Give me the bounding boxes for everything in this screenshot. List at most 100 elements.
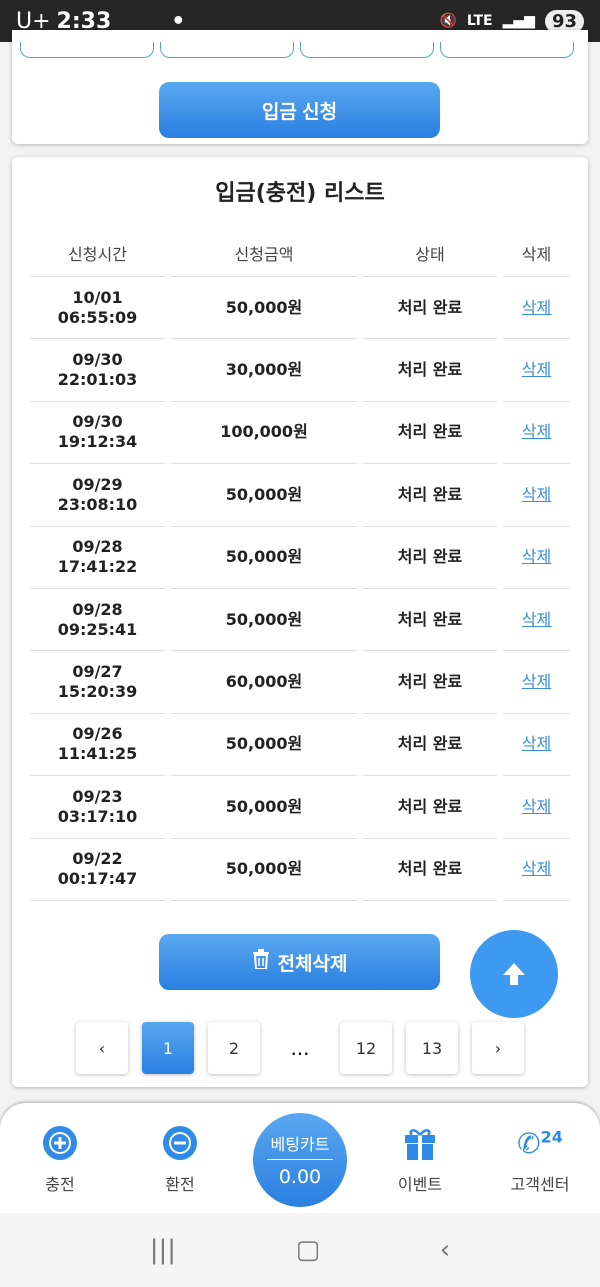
request-amount: 60,000원 xyxy=(171,651,357,714)
list-title: 입금(충전) 리스트 xyxy=(215,181,385,206)
delete-link[interactable]: 삭제 xyxy=(521,796,552,816)
status: 처리 완료 xyxy=(363,589,497,652)
delete-cell: 삭제 xyxy=(503,651,570,714)
deposit-request-button[interactable]: 입금 신청 xyxy=(159,82,440,138)
request-amount: 50,000원 xyxy=(171,464,357,527)
prev-page-button[interactable]: ‹ xyxy=(76,1022,128,1074)
phone-24-icon: ✆24 xyxy=(517,1126,563,1160)
next-page-button[interactable]: › xyxy=(472,1022,524,1074)
page-12[interactable]: 12 xyxy=(340,1022,392,1074)
col-header: 삭제 xyxy=(503,229,570,277)
scroll-top-button[interactable] xyxy=(470,930,558,1018)
home-icon[interactable]: ▢ xyxy=(295,1235,321,1265)
delete-cell: 삭제 xyxy=(503,277,570,340)
bottom-nav: 충전 환전 베팅카트 0.00 이벤트 ✆24 고객센터 xyxy=(0,1103,600,1213)
status: 처리 완료 xyxy=(363,714,497,777)
page-13[interactable]: 13 xyxy=(406,1022,458,1074)
delete-cell: 삭제 xyxy=(503,527,570,589)
deposit-list-card: 입금(충전) 리스트 신청시간 신청금액 상태 삭제 10/01 06:55:09… xyxy=(12,157,588,1087)
table-row: 09/29 23:08:10 50,000원 처리 완료 삭제 xyxy=(30,464,570,527)
request-amount: 50,000원 xyxy=(171,527,357,589)
table-row: 10/01 06:55:09 50,000원 처리 완료 삭제 xyxy=(30,277,570,340)
request-time: 09/26 11:41:25 xyxy=(30,714,165,777)
request-amount: 50,000원 xyxy=(171,839,357,901)
chip-plus-icon xyxy=(43,1126,77,1160)
battery: 93 xyxy=(544,9,584,33)
delete-link[interactable]: 삭제 xyxy=(521,297,552,317)
delete-cell: 삭제 xyxy=(503,589,570,652)
delete-cell: 삭제 xyxy=(503,464,570,527)
nav-support[interactable]: ✆24 고객센터 xyxy=(490,1123,590,1195)
status: 처리 완료 xyxy=(363,339,497,402)
carrier: U+ xyxy=(16,8,51,34)
nav-event-label: 이벤트 xyxy=(397,1175,443,1194)
request-time: 10/01 06:55:09 xyxy=(30,277,165,340)
page-1[interactable]: 1 xyxy=(142,1022,194,1074)
system-nav-bar: ||| ▢ ‹ xyxy=(0,1213,600,1287)
betting-cart-label: 베팅카트 xyxy=(267,1131,333,1160)
request-amount: 30,000원 xyxy=(171,339,357,402)
delete-cell: 삭제 xyxy=(503,714,570,777)
status: 처리 완료 xyxy=(363,402,497,465)
mute-icon: 🔇 xyxy=(439,13,457,29)
status: 처리 완료 xyxy=(363,277,497,340)
back-icon[interactable]: ‹ xyxy=(439,1235,451,1265)
delete-link[interactable]: 삭제 xyxy=(521,672,552,692)
page-2[interactable]: 2 xyxy=(208,1022,260,1074)
status: 처리 완료 xyxy=(363,464,497,527)
col-header: 상태 xyxy=(363,229,497,277)
delete-cell: 삭제 xyxy=(503,339,570,402)
betting-cart-value: 0.00 xyxy=(278,1166,322,1188)
delete-link[interactable]: 삭제 xyxy=(521,859,552,879)
pagination: ‹ 1 2 ... 12 13 › xyxy=(12,1022,588,1074)
request-amount: 50,000원 xyxy=(171,776,357,839)
amount-option[interactable] xyxy=(160,42,294,58)
nav-charge-label: 충전 xyxy=(45,1175,75,1194)
table-row: 09/30 22:01:03 30,000원 처리 완료 삭제 xyxy=(30,339,570,402)
status: 처리 완료 xyxy=(363,776,497,839)
network-type: LTE xyxy=(466,13,493,29)
request-amount: 50,000원 xyxy=(171,714,357,777)
request-time: 09/22 00:17:47 xyxy=(30,839,165,901)
recents-icon[interactable]: ||| xyxy=(149,1235,177,1265)
arrow-up-icon xyxy=(503,963,525,985)
table-row: 09/23 03:17:10 50,000원 처리 완료 삭제 xyxy=(30,776,570,839)
delete-link[interactable]: 삭제 xyxy=(521,609,552,629)
table-row: 09/28 17:41:22 50,000원 처리 완료 삭제 xyxy=(30,527,570,589)
col-header: 신청시간 xyxy=(30,229,165,277)
table-row: 09/27 15:20:39 60,000원 처리 완료 삭제 xyxy=(30,651,570,714)
delete-link[interactable]: 삭제 xyxy=(521,734,552,754)
chip-minus-icon xyxy=(163,1126,197,1160)
signal-icon: ▂▄▆ xyxy=(502,13,535,29)
request-time: 09/29 23:08:10 xyxy=(30,464,165,527)
clock: 2:33 xyxy=(56,8,112,34)
request-amount: 50,000원 xyxy=(171,277,357,340)
status: 처리 완료 xyxy=(363,651,497,714)
status: 처리 완료 xyxy=(363,527,497,589)
amount-option[interactable] xyxy=(20,42,154,58)
delete-link[interactable]: 삭제 xyxy=(521,547,552,567)
delete-link[interactable]: 삭제 xyxy=(521,484,552,504)
notification-dot: • xyxy=(171,8,186,34)
nav-exchange-label: 환전 xyxy=(165,1175,195,1194)
delete-link[interactable]: 삭제 xyxy=(521,360,552,380)
request-amount: 50,000원 xyxy=(171,589,357,652)
ellipsis: ... xyxy=(290,1036,310,1060)
delete-all-button[interactable]: 전체삭제 xyxy=(159,934,440,990)
request-time: 09/23 03:17:10 xyxy=(30,776,165,839)
nav-event[interactable]: 이벤트 xyxy=(370,1123,470,1195)
delete-all-label: 전체삭제 xyxy=(277,953,348,975)
request-time: 09/28 17:41:22 xyxy=(30,527,165,589)
nav-support-label: 고객센터 xyxy=(510,1175,570,1194)
table-row: 09/30 19:12:34 100,000원 처리 완료 삭제 xyxy=(30,402,570,465)
betting-cart-button[interactable]: 베팅카트 0.00 xyxy=(253,1113,347,1207)
gift-icon xyxy=(405,1129,435,1160)
status: 처리 완료 xyxy=(363,839,497,901)
amount-option[interactable] xyxy=(300,42,434,58)
amount-option[interactable] xyxy=(440,42,574,58)
delete-cell: 삭제 xyxy=(503,839,570,901)
delete-link[interactable]: 삭제 xyxy=(521,422,552,442)
nav-exchange[interactable]: 환전 xyxy=(130,1123,230,1195)
request-time: 09/28 09:25:41 xyxy=(30,589,165,652)
nav-charge[interactable]: 충전 xyxy=(10,1123,110,1195)
